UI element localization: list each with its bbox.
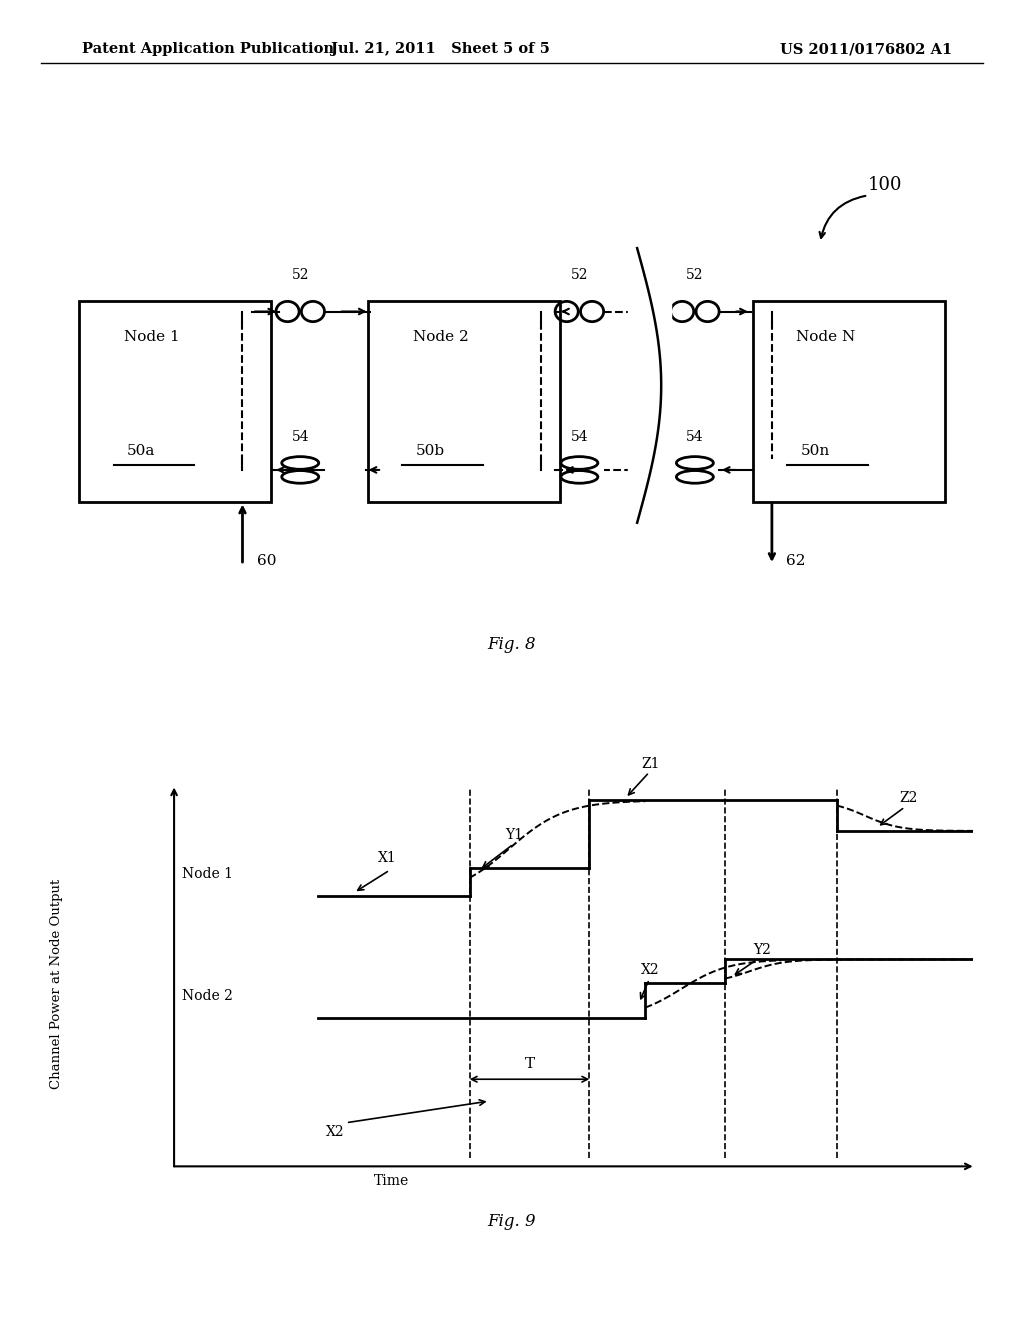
Text: 62: 62 [786, 554, 806, 569]
Bar [79, 301, 271, 502]
Text: 52: 52 [570, 268, 588, 282]
Text: T: T [524, 1056, 535, 1071]
Text: 54: 54 [570, 429, 588, 444]
Text: Fig. 8: Fig. 8 [487, 636, 537, 652]
Text: Y2: Y2 [754, 944, 771, 957]
Text: Y1: Y1 [506, 828, 523, 842]
Text: X1: X1 [378, 851, 396, 865]
Text: 50b: 50b [416, 445, 444, 458]
Text: Node 2: Node 2 [182, 990, 232, 1003]
Text: 52: 52 [686, 268, 703, 282]
Text: Node 1: Node 1 [124, 330, 180, 345]
Text: Channel Power at Node Output: Channel Power at Node Output [50, 878, 62, 1089]
Text: Fig. 9: Fig. 9 [487, 1213, 537, 1229]
Text: Node 1: Node 1 [182, 867, 233, 882]
Bar [753, 301, 945, 502]
Text: 100: 100 [868, 176, 902, 194]
Text: Node 2: Node 2 [413, 330, 469, 345]
Text: Z2: Z2 [899, 791, 918, 805]
Text: 60: 60 [257, 554, 276, 569]
Text: Time: Time [374, 1173, 409, 1188]
Text: Jul. 21, 2011   Sheet 5 of 5: Jul. 21, 2011 Sheet 5 of 5 [331, 42, 550, 57]
Text: Node N: Node N [797, 330, 855, 345]
Text: 50n: 50n [801, 445, 830, 458]
Text: 54: 54 [686, 429, 703, 444]
Bar [368, 301, 560, 502]
Text: X2: X2 [326, 1125, 344, 1139]
Text: Patent Application Publication: Patent Application Publication [82, 42, 334, 57]
Text: Z1: Z1 [641, 756, 659, 771]
Text: X2: X2 [641, 962, 659, 977]
Text: 52: 52 [292, 268, 309, 282]
Text: 54: 54 [292, 429, 309, 444]
Text: 50a: 50a [127, 445, 156, 458]
Text: US 2011/0176802 A1: US 2011/0176802 A1 [780, 42, 952, 57]
